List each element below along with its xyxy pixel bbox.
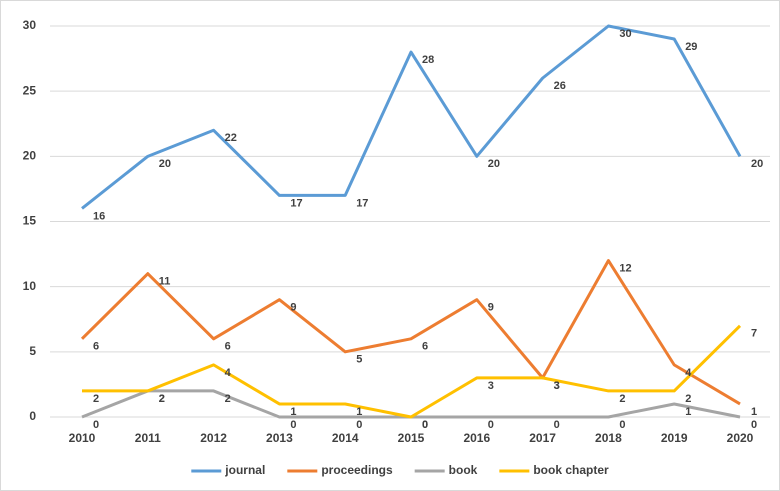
data-label: 9 (290, 302, 296, 314)
data-label: 28 (422, 54, 434, 66)
data-label: 0 (751, 419, 757, 431)
series-line (82, 324, 742, 419)
data-label: 0 (422, 419, 428, 431)
data-label: 20 (159, 158, 171, 170)
data-label: 4 (685, 367, 692, 379)
data-label: 3 (554, 380, 560, 392)
legend-label: book (449, 463, 478, 477)
data-label: 11 (159, 276, 171, 288)
y-tick-label: 25 (23, 83, 37, 97)
data-label: 0 (290, 419, 296, 431)
data-label: 17 (290, 197, 302, 209)
data-label: 6 (225, 341, 231, 353)
data-label: 2 (619, 393, 625, 405)
data-label: 2 (159, 393, 165, 405)
x-tick-label: 2018 (595, 431, 622, 445)
x-tick-label: 2019 (661, 431, 688, 445)
x-tick-label: 2017 (529, 431, 556, 445)
x-tick-label: 2016 (463, 431, 490, 445)
y-tick-label: 0 (29, 409, 36, 423)
data-label: 4 (225, 367, 232, 379)
data-label: 0 (554, 419, 560, 431)
data-label: 2 (159, 393, 165, 405)
x-tick-label: 2014 (332, 431, 359, 445)
x-tick-label: 2012 (200, 431, 227, 445)
x-tick-label: 2011 (135, 431, 161, 445)
series-line (80, 259, 741, 406)
series-line (81, 24, 742, 210)
data-label: 0 (422, 419, 428, 431)
data-label: 3 (488, 380, 494, 392)
data-label: 2 (93, 393, 99, 405)
data-label: 20 (751, 158, 763, 170)
data-label: 0 (93, 419, 99, 431)
data-label: 3 (554, 380, 560, 392)
data-label: 20 (488, 158, 500, 170)
data-label: 9 (488, 302, 494, 314)
x-tick-label: 2020 (727, 431, 754, 445)
data-label: 1 (356, 406, 362, 418)
data-label: 7 (751, 328, 757, 340)
data-label: 16 (93, 210, 105, 222)
data-label: 26 (554, 80, 566, 92)
data-label: 17 (356, 197, 368, 209)
data-label: 0 (356, 419, 362, 431)
y-tick-label: 10 (23, 279, 37, 293)
x-tick-label: 2015 (398, 431, 425, 445)
data-label: 0 (619, 419, 625, 431)
data-label: 6 (422, 341, 428, 353)
x-tick-label: 2013 (266, 431, 293, 445)
y-tick-label: 15 (23, 214, 37, 228)
legend-label: proceedings (321, 463, 393, 477)
y-tick-label: 30 (23, 18, 37, 32)
data-label: 29 (685, 41, 697, 53)
legend-label: book chapter (533, 463, 609, 477)
data-label: 30 (619, 28, 631, 40)
data-label: 22 (225, 132, 237, 144)
data-label: 12 (619, 263, 631, 275)
data-label: 2 (685, 393, 691, 405)
data-label: 6 (93, 341, 99, 353)
y-tick-label: 20 (23, 149, 37, 163)
data-label: 2 (225, 393, 231, 405)
data-label: 0 (488, 419, 494, 431)
legend-label: journal (224, 463, 265, 477)
data-label: 1 (751, 406, 757, 418)
x-tick-label: 2010 (69, 431, 96, 445)
data-label: 1 (685, 406, 691, 418)
data-label: 1 (290, 406, 296, 418)
y-tick-label: 5 (29, 344, 36, 358)
legend: journal proceedings book book chapter (191, 463, 609, 477)
data-label: 5 (356, 354, 362, 366)
